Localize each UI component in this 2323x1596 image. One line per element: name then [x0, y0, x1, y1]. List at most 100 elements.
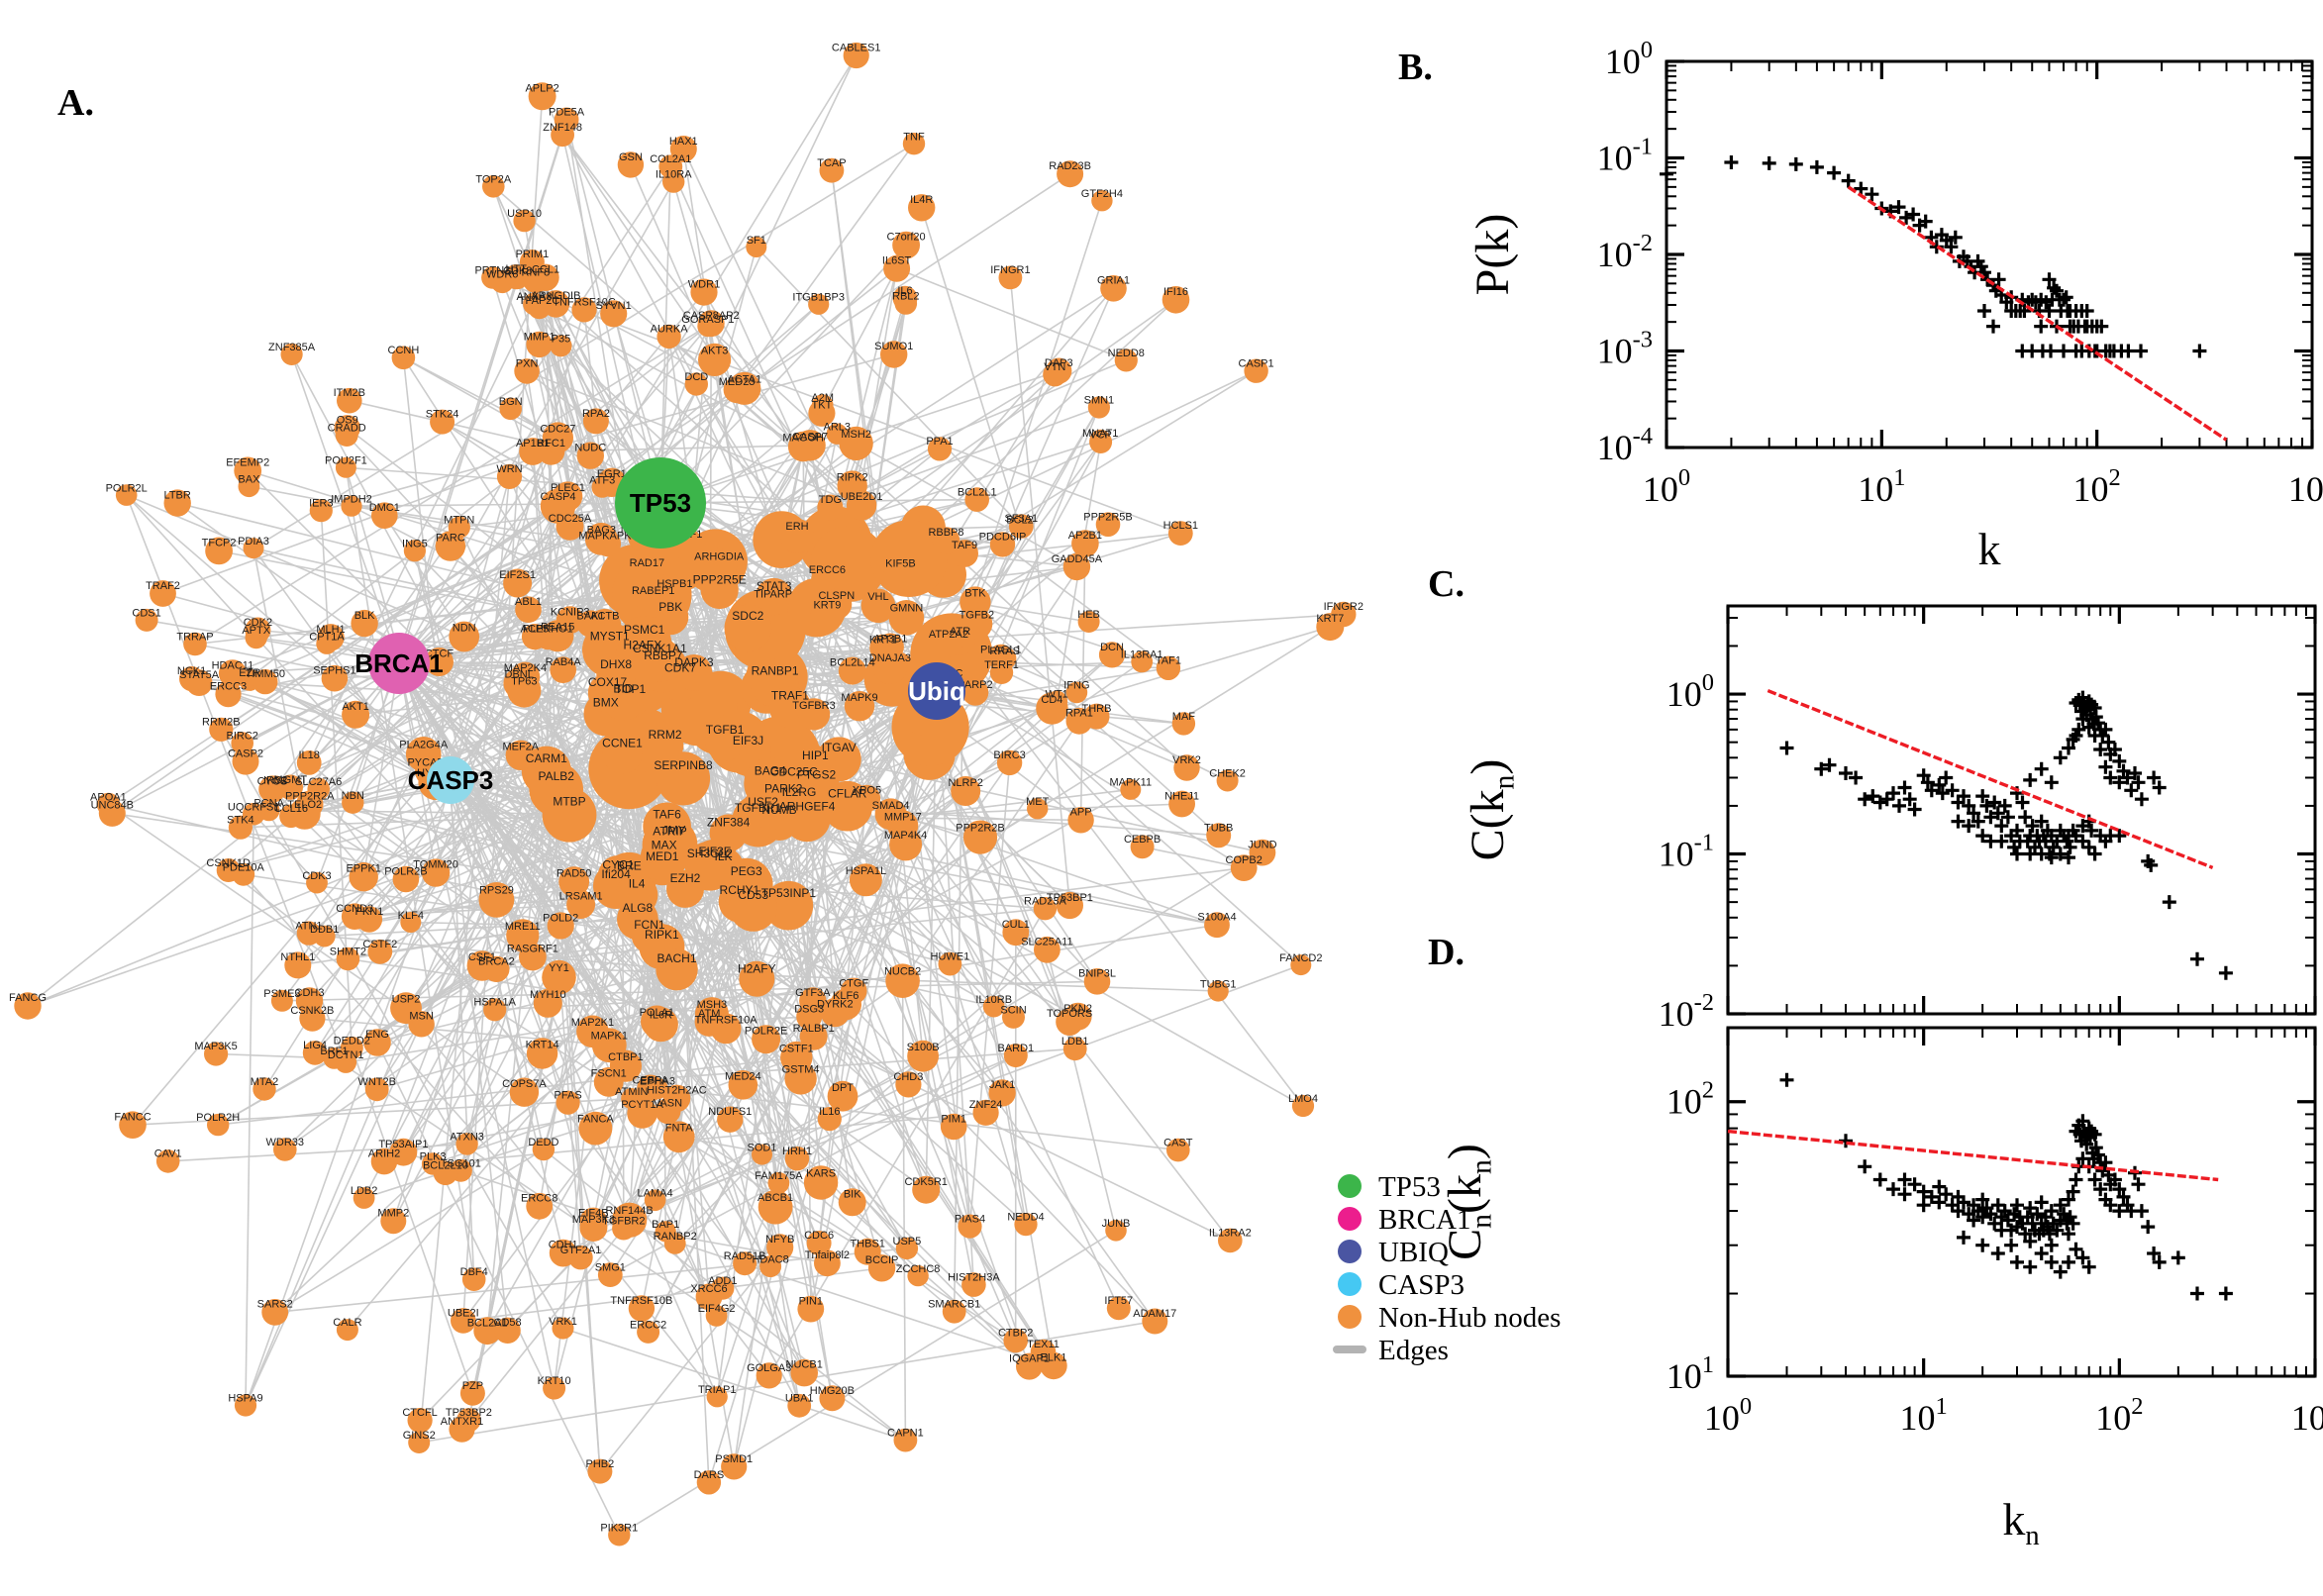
network-node-label: NEDD4: [1007, 1212, 1044, 1224]
network-node: [408, 1432, 431, 1453]
network-hubs: TP53 BRCA1 Ubiq CASP3: [354, 457, 965, 804]
network-node: [615, 873, 658, 917]
network-node-label: SUMO1: [874, 341, 913, 352]
y-tick-label-B: 10-4: [1597, 423, 1653, 467]
network-node: [892, 231, 920, 259]
hub-circle-tp53: [615, 457, 706, 549]
network-node-label: NUCB2: [884, 966, 921, 978]
network-node-label: CDK7: [664, 660, 696, 674]
legend-item-label: Non-Hub nodes: [1378, 1302, 1561, 1334]
network-node-label: APTX: [242, 625, 270, 637]
network-node-label: EGR1: [597, 468, 627, 480]
network-node: [637, 1320, 660, 1344]
network-node: [478, 882, 515, 918]
network-node-label: TNF: [903, 131, 925, 143]
network-node-label: CDK2: [244, 617, 272, 629]
network-node-label: RBBP7: [644, 648, 683, 662]
network-node-label: CTCFL: [402, 1407, 437, 1419]
hub-node-ubiq: Ubiq: [908, 662, 965, 720]
network-node-label: GTF2H4: [1081, 188, 1123, 200]
network-node: [1003, 1328, 1028, 1353]
network-node-label: CDC25C: [770, 765, 818, 779]
network-node-label: JMY: [662, 824, 686, 838]
network-node-label: PBK: [658, 600, 682, 614]
network-node-label: ACP5: [521, 624, 550, 636]
plot-ticks-C: [1726, 606, 2317, 1016]
network-node: [744, 757, 797, 811]
network-node-label: SMG1: [595, 1261, 626, 1273]
network-node-label: SERPINB8: [654, 758, 713, 772]
network-node-label: PXN: [516, 357, 539, 369]
network-node-label: ITGAV: [822, 741, 857, 754]
network-node: [542, 787, 597, 843]
network-node: [342, 791, 364, 814]
network-node: [675, 654, 713, 691]
network-node: [784, 1062, 817, 1095]
plot-box-B: [1665, 59, 2314, 449]
network-node: [927, 437, 953, 461]
network-edge: [445, 745, 666, 1174]
network-node: [449, 621, 480, 652]
network-node-label: ADAM17: [1133, 1308, 1176, 1320]
network-node-label: CTGF: [839, 977, 868, 989]
network-node: [576, 442, 604, 469]
network-node-label: S100B: [907, 1042, 940, 1053]
network-node: [550, 656, 576, 683]
network-edge: [450, 779, 919, 1277]
network-node: [579, 1214, 608, 1242]
network-node-label: FCN1: [634, 918, 665, 932]
network-node-label: OS9: [337, 415, 358, 427]
network-node: [895, 1237, 919, 1260]
network-edge: [107, 803, 525, 1093]
network-node-label: TFAP2C: [519, 295, 560, 307]
network-node: [880, 341, 908, 368]
network-node: [542, 290, 570, 318]
network-node: [363, 1029, 391, 1056]
y-tick-label-D: 101: [1666, 1351, 1714, 1396]
network-node: [1057, 160, 1084, 188]
network-node: [1056, 891, 1083, 920]
network-node-label: RAD23B: [1049, 160, 1091, 172]
network-node-label: KARS: [806, 1168, 836, 1180]
network-node-label: DNAJA3: [869, 652, 911, 664]
network-node-label: GORASP1: [681, 314, 734, 326]
network-node: [763, 880, 814, 931]
network-node: [608, 1524, 631, 1546]
network-node: [932, 527, 960, 554]
network-node-label: PFAS: [555, 1090, 582, 1102]
network-node-label: HTT: [506, 263, 528, 275]
network-edge: [599, 1247, 781, 1472]
legend-edge-line-icon: [1333, 1346, 1366, 1353]
network-node-label: RBL2: [892, 291, 920, 303]
network-node-label: DPT: [832, 1082, 854, 1094]
network-node-label: HCLS1: [1163, 520, 1198, 532]
network-node-label: RRAS: [989, 646, 1020, 657]
network-node-label: IL4R: [910, 194, 933, 206]
network-node: [1162, 286, 1190, 314]
network-node-label: MAP2K1: [571, 1017, 614, 1029]
network-node: [827, 1080, 858, 1112]
network-node-label: TUBB: [1204, 822, 1233, 834]
network-edge: [252, 143, 915, 549]
network-node-label: VHL: [867, 591, 888, 603]
network-node: [587, 1458, 613, 1484]
network-node-label: RAD23A: [1024, 896, 1066, 908]
hub-label-brca1: BRCA1: [354, 648, 444, 678]
network-node-label: CDS1: [132, 607, 160, 619]
network-node: [421, 858, 451, 887]
network-edge: [218, 1056, 797, 1126]
network-node-label: BCL2L14: [830, 657, 875, 669]
network-node-label: POLR2E: [745, 1026, 787, 1038]
network-node: [509, 1077, 540, 1107]
network-node-label: MAP2K4: [504, 662, 547, 674]
network-node: [596, 655, 636, 695]
network-node: [513, 209, 536, 233]
network-node: [1003, 1044, 1028, 1068]
network-edge: [526, 370, 862, 507]
network-node-label: SOD1: [748, 1142, 777, 1153]
network-node: [494, 1317, 521, 1345]
network-node: [337, 387, 362, 414]
network-node: [803, 1165, 839, 1200]
network-node-label: DEDD2: [334, 1035, 370, 1047]
network-node-label: KRT7: [1316, 613, 1344, 625]
